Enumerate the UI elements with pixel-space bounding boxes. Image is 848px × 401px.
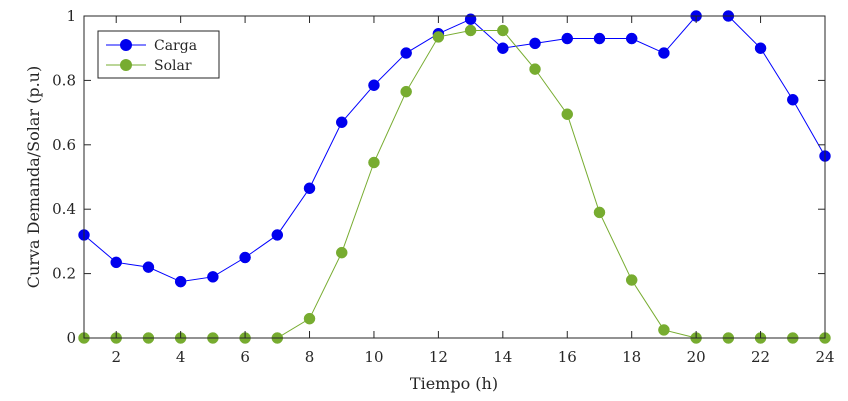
data-point-carga <box>625 32 638 45</box>
data-point-solar <box>303 312 316 325</box>
data-point-carga <box>754 42 767 54</box>
data-point-carga <box>529 37 541 50</box>
data-point-carga <box>497 42 509 54</box>
x-tick-label: 4 <box>176 348 186 366</box>
legend-marker-carga <box>120 39 132 51</box>
data-point-solar <box>497 24 509 37</box>
x-tick-label: 2 <box>111 348 121 366</box>
x-tick-label: 24 <box>815 348 834 366</box>
data-point-solar <box>593 206 606 219</box>
y-tick-label: 0.2 <box>52 265 76 283</box>
y-tick-label: 0.6 <box>52 136 76 154</box>
data-point-solar <box>658 324 670 336</box>
data-point-carga <box>271 229 284 241</box>
y-tick-label: 0.4 <box>52 200 76 218</box>
y-tick-label: 0.8 <box>52 71 76 89</box>
axes-box <box>83 15 826 339</box>
x-tick-label: 8 <box>305 348 315 366</box>
x-tick-label: 12 <box>429 348 448 366</box>
legend-box <box>97 30 220 79</box>
data-point-carga <box>110 256 122 269</box>
legend-label-solar: Solar <box>154 58 192 74</box>
data-point-solar <box>432 31 445 43</box>
x-tick-label: 16 <box>558 348 577 366</box>
x-tick-label: 14 <box>493 348 512 366</box>
legend-marker-solar <box>120 59 132 71</box>
data-point-carga <box>239 251 251 264</box>
y-tick-label: 1 <box>66 7 76 25</box>
data-point-carga <box>335 116 348 129</box>
legend-label-carga: Carga <box>154 38 197 54</box>
data-point-carga <box>400 47 412 59</box>
x-tick-label: 6 <box>240 348 250 366</box>
y-tick-label: 0 <box>66 329 76 347</box>
data-point-carga <box>207 271 219 283</box>
x-tick-label: 18 <box>622 348 641 366</box>
data-point-solar <box>368 156 380 169</box>
axes-layer <box>83 15 826 339</box>
legend: Carga Solar <box>97 30 220 79</box>
data-point-solar <box>561 108 574 120</box>
data-point-solar <box>625 274 638 286</box>
data-point-solar <box>400 85 412 98</box>
data-point-carga <box>561 32 574 45</box>
series-carga <box>78 10 831 288</box>
x-tick-label: 10 <box>364 348 383 366</box>
data-point-carga <box>174 275 187 288</box>
x-tick-label: 20 <box>687 348 706 366</box>
data-point-carga <box>787 93 799 106</box>
data-point-carga <box>368 79 380 91</box>
data-point-carga <box>658 47 670 59</box>
data-point-solar <box>529 63 541 75</box>
x-axis-label: Tiempo (h) <box>410 374 498 393</box>
data-point-carga <box>303 182 316 195</box>
data-point-carga <box>464 13 477 25</box>
x-tick-label: 22 <box>751 348 770 366</box>
data-point-solar <box>464 24 477 37</box>
y-axis-label: Curva Demanda/Solar (p.u) <box>24 66 43 288</box>
data-point-solar <box>335 246 348 259</box>
data-point-carga <box>142 261 155 273</box>
data-point-carga <box>593 32 606 45</box>
